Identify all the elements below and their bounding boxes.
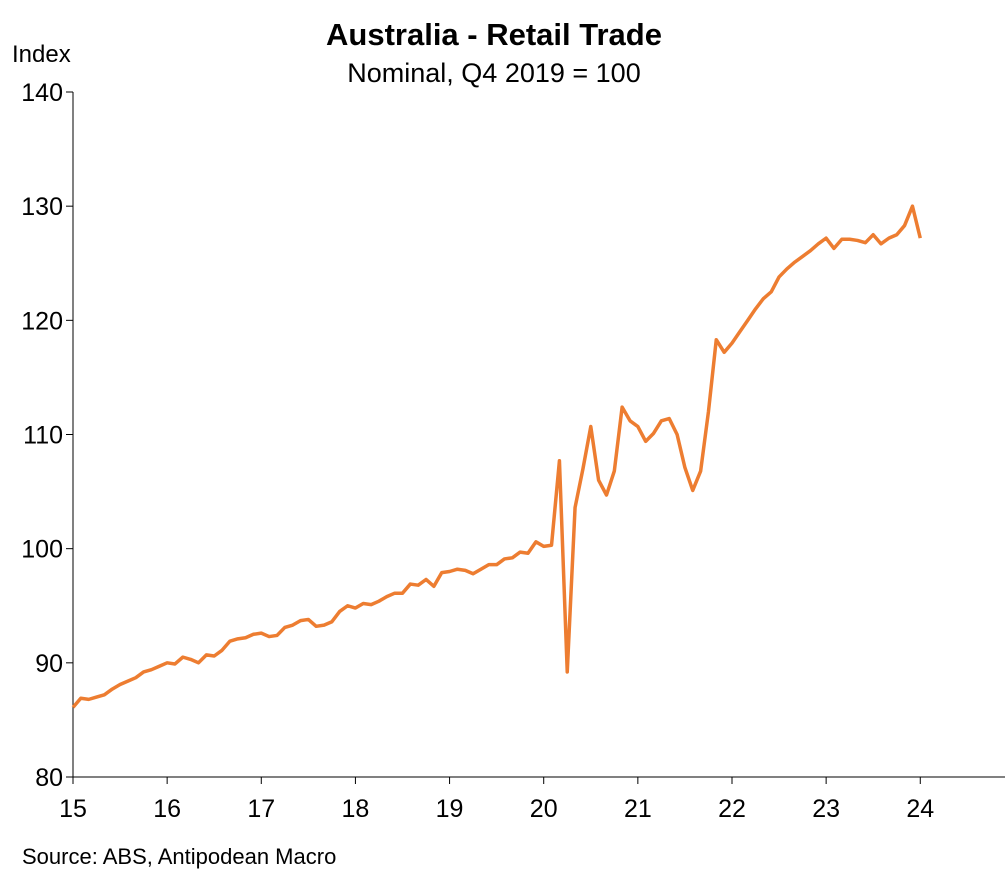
chart-title: Australia - Retail Trade — [326, 17, 662, 52]
y-tick-label: 100 — [21, 536, 63, 564]
y-tick-label: 140 — [21, 79, 63, 107]
y-tick-label: 80 — [35, 764, 63, 792]
x-tick-label: 17 — [247, 795, 275, 823]
y-tick-label: 90 — [35, 650, 63, 678]
y-tick-label: 120 — [21, 307, 63, 335]
data-line — [71, 204, 922, 709]
x-tick-label: 23 — [812, 795, 840, 823]
x-tick-label: 21 — [624, 795, 652, 823]
y-axis-label: Index — [12, 41, 71, 68]
x-tick-label: 22 — [718, 795, 746, 823]
x-tick-label: 24 — [906, 795, 934, 823]
x-tick-label: 18 — [342, 795, 370, 823]
y-tick-label: 130 — [21, 193, 63, 221]
source-note: Source: ABS, Antipodean Macro — [22, 844, 336, 869]
chart-subtitle: Nominal, Q4 2019 = 100 — [347, 58, 640, 88]
y-tick-label: 110 — [23, 422, 63, 450]
x-tick-label: 16 — [153, 795, 181, 823]
x-tick-label: 19 — [436, 795, 464, 823]
x-tick-label: 20 — [530, 795, 558, 823]
x-tick-label: 15 — [59, 795, 87, 823]
